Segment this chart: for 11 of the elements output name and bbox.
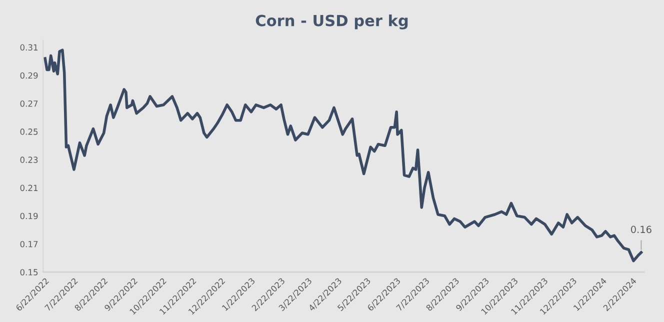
y-tick-label: 0.29: [20, 72, 38, 79]
chart-title: Corn - USD per kg: [256, 14, 408, 30]
y-tick-label: 0.31: [20, 44, 38, 51]
y-tick-label: 0.25: [20, 128, 38, 135]
y-tick-label: 0.27: [20, 100, 38, 107]
annotation: 0.16: [631, 226, 652, 234]
y-tick-label: 0.23: [20, 156, 38, 163]
y-tick-label: 0.15: [20, 269, 38, 276]
y-tick-label: 0.19: [20, 212, 38, 220]
y-tick-label: 0.17: [20, 240, 38, 248]
y-tick-label: 0.21: [20, 184, 38, 192]
